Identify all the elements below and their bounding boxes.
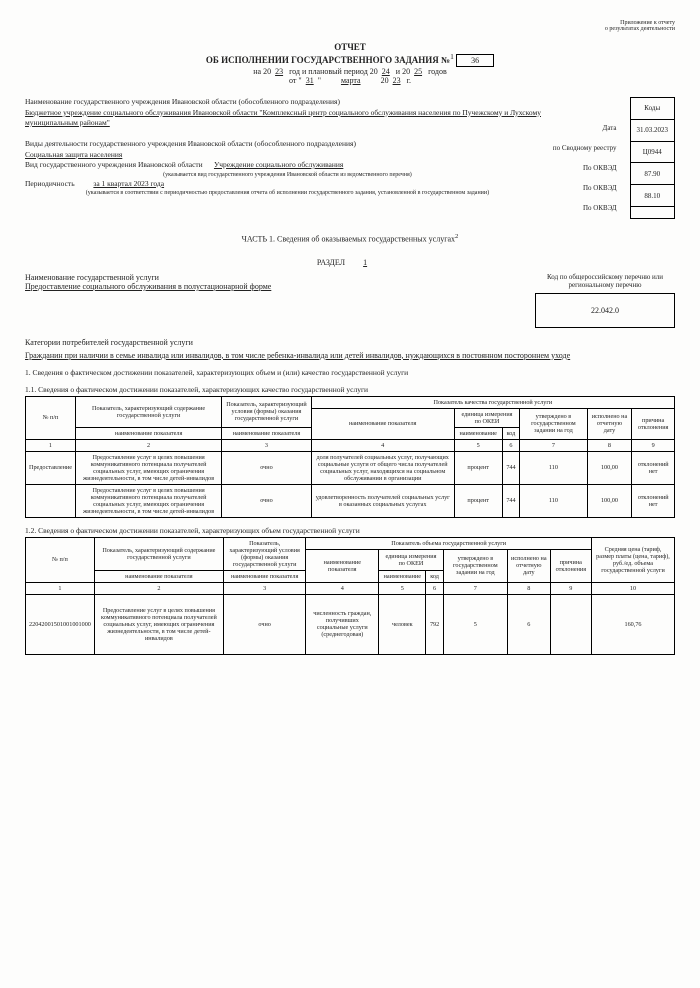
type-row: Вид государственного учреждения Ивановск… <box>25 160 550 171</box>
category-text: Гражданин при наличии в семье инвалида и… <box>25 351 675 360</box>
title-block: ОТЧЕТ ОБ ИСПОЛНЕНИИ ГОСУДАРСТВЕННОГО ЗАД… <box>25 42 675 85</box>
codes-labels: Дата по Сводному реестру По ОКВЭД По ОКВ… <box>550 97 620 219</box>
task-number: 36 <box>456 54 494 67</box>
codes-okved2: 88.10 <box>630 185 675 207</box>
service-right: Код по общероссийскому перечню или регио… <box>535 273 675 328</box>
section-1-2: 1.2. Сведения о фактическом достижении п… <box>25 526 675 535</box>
activity-label: Виды деятельности государственного учреж… <box>25 139 550 150</box>
type-label: Вид государственного учреждения Ивановск… <box>25 160 203 169</box>
type-sublabel: (указывается вид государственного учрежд… <box>25 171 550 179</box>
codes-okved3 <box>630 207 675 219</box>
inst-name: Бюджетное учреждение социального обслужи… <box>25 108 550 129</box>
codes-table: Коды 31.03.2023 Ц0944 87.90 88.10 <box>630 97 676 219</box>
codes-okved1: 87.90 <box>630 163 675 185</box>
service-row: Наименование государственной услуги Пред… <box>25 273 675 328</box>
perechen-label: Код по общероссийскому перечню или регио… <box>535 273 675 289</box>
category-label: Категории потребителей государственной у… <box>25 338 675 347</box>
quality-table: № п/п Показатель, характеризующий содерж… <box>25 396 675 518</box>
table-row: Предоставление услуг в целях повышения к… <box>26 484 675 517</box>
period-sublabel: (указывается в соответствии с периодично… <box>25 189 550 197</box>
type-value: Учреждение социального обслуживания <box>214 160 343 169</box>
subtitle-row: ОБ ИСПОЛНЕНИИ ГОСУДАРСТВЕННОГО ЗАДАНИЯ №… <box>25 52 675 67</box>
institution-info: Наименование государственного учреждения… <box>25 97 550 198</box>
table-row: 22042001501001001000 Предоставление услу… <box>26 594 675 654</box>
subtitle: ОБ ИСПОЛНЕНИИ ГОСУДАРСТВЕННОГО ЗАДАНИЯ № <box>206 55 450 65</box>
service-name: Предоставление социального обслуживания … <box>25 282 535 291</box>
title: ОТЧЕТ <box>25 42 675 52</box>
table-row: Предоставление Предоставление услуг в це… <box>26 451 675 484</box>
razdel-head: РАЗДЕЛ 1 <box>25 258 675 267</box>
section-1-1: 1.1. Сведения о фактическом достижении п… <box>25 385 675 394</box>
volume-table: № п/п Показатель, характеризующий содерж… <box>25 537 675 655</box>
year-line: на 2023 год и плановый период 2024 и 202… <box>25 67 675 76</box>
service-left: Наименование государственной услуги Пред… <box>25 273 535 291</box>
perechen-code: 22.042.0 <box>535 293 675 328</box>
appendix-note-2: о результатах деятельности <box>25 26 675 32</box>
codes-head: Коды <box>630 98 675 120</box>
appendix-note: Приложение к отчету о результатах деятел… <box>25 20 675 32</box>
part1-head: ЧАСТЬ 1. Сведения об оказываемых государ… <box>25 233 675 244</box>
period-row: Периодичность за 1 квартал 2023 года <box>25 179 550 190</box>
period-label: Периодичность <box>25 179 75 188</box>
codes-svod: Ц0944 <box>630 141 675 163</box>
date-line: от "31" марта 2023 г. <box>25 76 675 85</box>
activity: Социальная защита населения <box>25 150 550 161</box>
service-name-label: Наименование государственной услуги <box>25 273 535 282</box>
section-1: 1. Сведения о фактическом достижении пок… <box>25 368 675 377</box>
header-info-row: Наименование государственного учреждения… <box>25 97 675 219</box>
codes-date: 31.03.2023 <box>630 119 675 141</box>
period-value: за 1 квартал 2023 года <box>93 179 164 188</box>
inst-name-label: Наименование государственного учреждения… <box>25 97 550 108</box>
codes-column: Дата по Сводному реестру По ОКВЭД По ОКВ… <box>550 97 675 219</box>
